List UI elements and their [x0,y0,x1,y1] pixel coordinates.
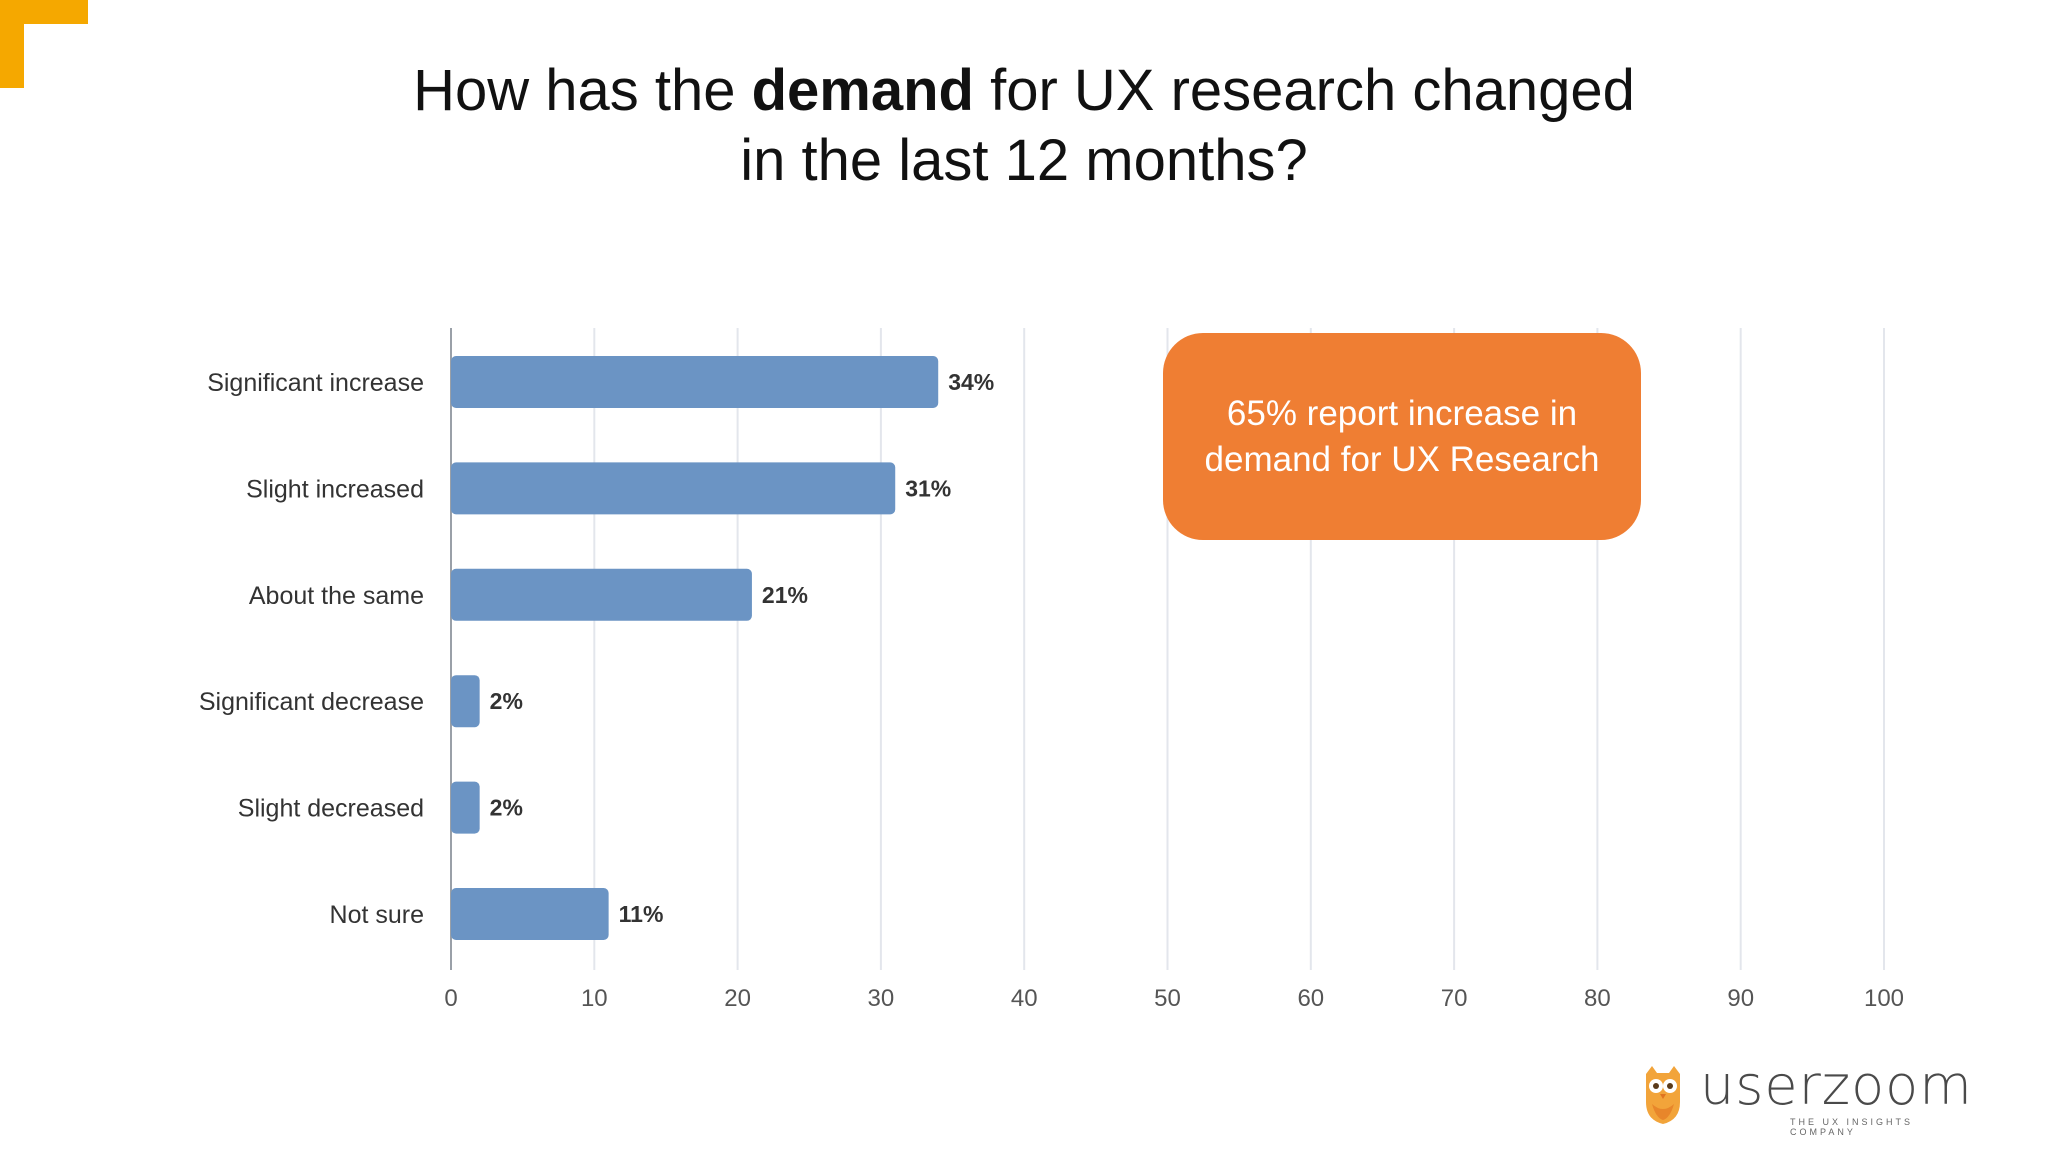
value-label-3: 2% [490,688,523,714]
category-label-2: About the same [249,582,424,610]
bar-2 [451,568,752,621]
userzoom-logo: userzoom THE UX INSIGHTS COMPANY [1640,1054,1972,1137]
title-text-after: for UX research changed [973,58,1635,123]
x-tick-label-50: 50 [1154,985,1181,1012]
value-label-1: 31% [905,475,951,501]
category-label-4: Slight decreased [238,795,424,823]
x-tick-label-30: 30 [868,985,895,1012]
logo-tagline: THE UX INSIGHTS COMPANY [1790,1117,1914,1137]
x-tick-label-100: 100 [1864,985,1904,1012]
logo-wordmark: userzoom [1700,1054,1973,1117]
x-tick-label-80: 80 [1584,985,1611,1012]
category-label-1: Slight increased [246,475,424,503]
bar-3 [451,675,480,728]
value-label-2: 21% [762,582,808,608]
bar-1 [451,462,896,515]
x-tick-label-70: 70 [1441,985,1468,1012]
callout-line-1: 65% report increase in [1226,393,1578,433]
title-text-before: How has the [413,58,752,123]
x-tick-label-20: 20 [724,985,751,1012]
title-text-bold: demand [751,58,974,123]
value-label-0: 34% [948,369,994,395]
title-text-line2: in the last 12 months? [740,128,1308,193]
category-label-3: Significant decrease [199,688,424,716]
x-tick-label-60: 60 [1297,985,1324,1012]
x-tick-label-40: 40 [1011,985,1038,1012]
callout-box: 65% report increase in demand for UX Res… [1163,333,1641,540]
x-tick-label-0: 0 [444,985,457,1012]
slide-title: How has the demand for UX research chang… [224,56,1824,196]
x-tick-label-90: 90 [1727,985,1754,1012]
bar-4 [451,781,480,834]
owl-icon [1646,1066,1680,1124]
bar-5 [451,888,609,940]
corner-accent-decoration [0,0,88,88]
x-tick-label-10: 10 [581,985,608,1012]
value-label-4: 2% [490,795,523,821]
callout-line-2: demand for UX Research [1204,439,1600,479]
category-label-0: Significant increase [207,369,424,397]
category-label-5: Not sure [330,901,424,929]
bar-0 [451,356,939,408]
value-label-5: 11% [619,901,664,927]
